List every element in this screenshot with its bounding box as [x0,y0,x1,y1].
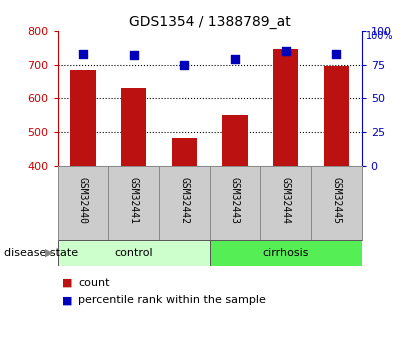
Point [282,49,289,54]
Point [181,62,187,68]
Text: control: control [114,248,153,258]
Text: ■: ■ [62,278,72,288]
Bar [273,49,298,166]
Bar [58,240,210,266]
Text: disease state: disease state [4,248,78,258]
Bar [172,138,197,166]
Point [333,51,339,57]
Text: GSM32444: GSM32444 [281,177,291,224]
Bar [70,70,95,166]
Text: count: count [78,278,110,288]
Text: GSM32442: GSM32442 [179,177,189,224]
Bar [121,88,146,166]
Point [130,52,137,58]
Text: cirrhosis: cirrhosis [262,248,309,258]
Text: GSM32445: GSM32445 [331,177,341,224]
Text: GSM32443: GSM32443 [230,177,240,224]
Title: GDS1354 / 1388789_at: GDS1354 / 1388789_at [129,14,291,29]
Bar [324,66,349,166]
Point [80,51,86,57]
Text: percentile rank within the sample: percentile rank within the sample [78,295,266,305]
Point [232,57,238,62]
Text: GSM32440: GSM32440 [78,177,88,224]
Bar [210,240,362,266]
Text: ▶: ▶ [45,248,53,258]
Text: GSM32441: GSM32441 [129,177,139,224]
Bar [222,115,247,166]
Text: ■: ■ [62,295,72,305]
Text: 100%: 100% [366,31,393,41]
